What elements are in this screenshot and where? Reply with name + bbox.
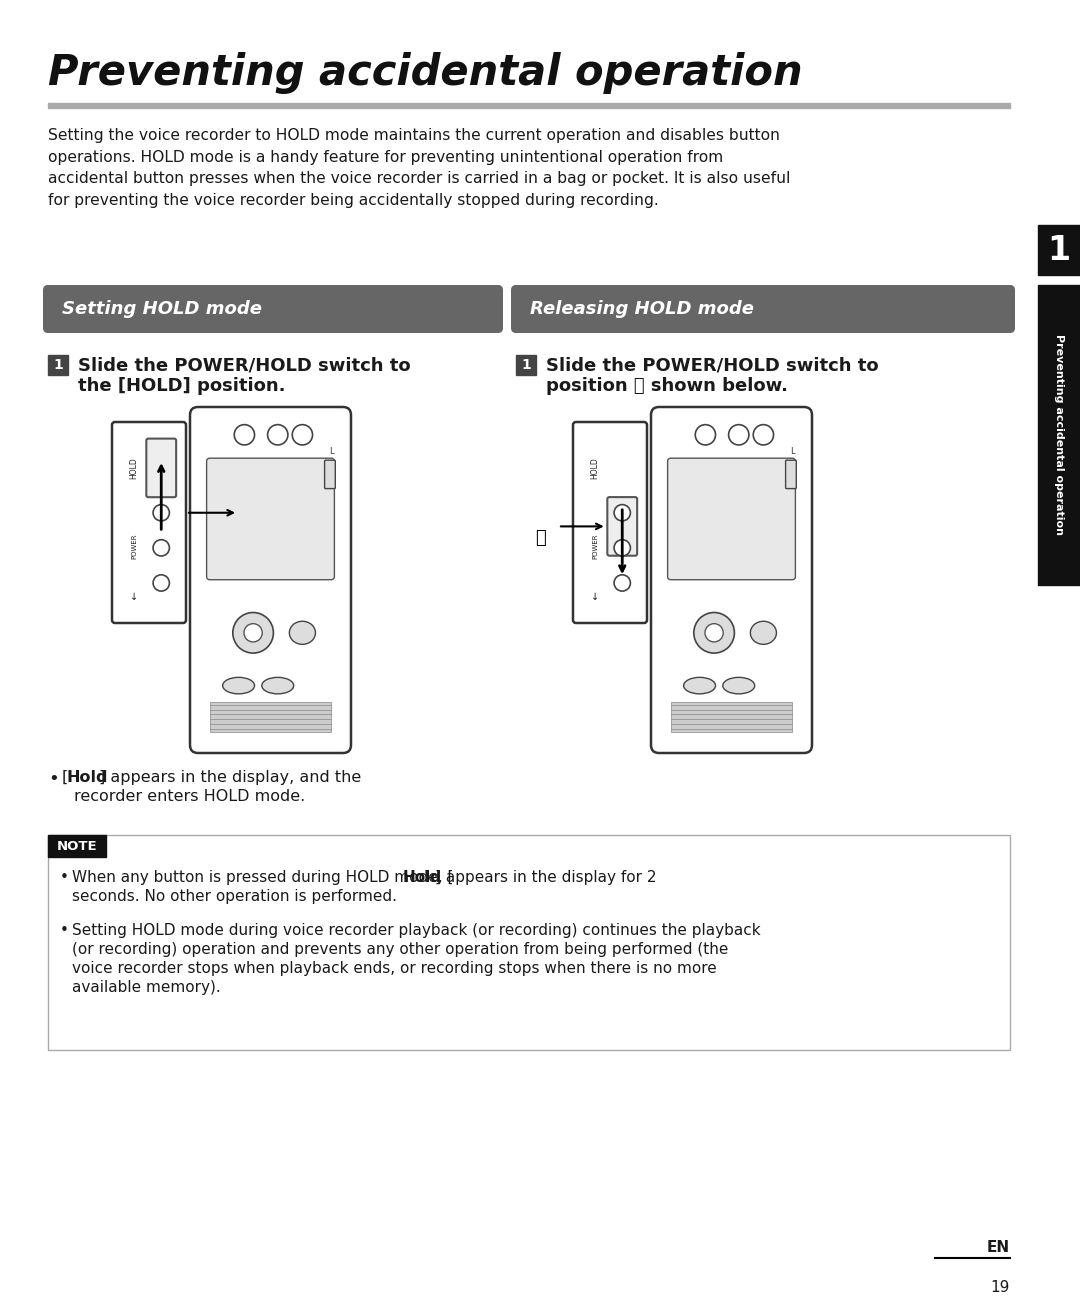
Text: HOLD: HOLD	[130, 457, 138, 478]
Ellipse shape	[261, 677, 294, 694]
FancyBboxPatch shape	[112, 422, 186, 624]
Ellipse shape	[684, 677, 716, 694]
Text: ] appears in the display, and the: ] appears in the display, and the	[99, 770, 361, 785]
Circle shape	[729, 424, 748, 445]
Text: position Ⓐ shown below.: position Ⓐ shown below.	[546, 377, 788, 396]
Circle shape	[615, 575, 631, 591]
Text: L: L	[329, 447, 334, 456]
Text: Ⓐ: Ⓐ	[536, 529, 546, 548]
FancyBboxPatch shape	[607, 496, 637, 555]
Bar	[48, 355, 68, 375]
Text: •: •	[60, 870, 69, 886]
Text: available memory).: available memory).	[72, 980, 220, 996]
Bar	[210, 702, 332, 732]
Text: Hold: Hold	[67, 770, 108, 785]
Text: HOLD: HOLD	[591, 457, 599, 478]
Text: voice recorder stops when playback ends, or recording stops when there is no mor: voice recorder stops when playback ends,…	[72, 962, 717, 976]
Text: seconds. No other operation is performed.: seconds. No other operation is performed…	[72, 889, 397, 904]
Bar	[48, 103, 1010, 107]
Text: NOTE: NOTE	[56, 840, 97, 853]
FancyBboxPatch shape	[43, 286, 503, 333]
FancyBboxPatch shape	[511, 286, 1015, 333]
Ellipse shape	[723, 677, 755, 694]
Text: When any button is pressed during HOLD mode, [: When any button is pressed during HOLD m…	[72, 870, 454, 886]
Circle shape	[753, 424, 773, 445]
Text: 1: 1	[53, 358, 63, 372]
Circle shape	[153, 504, 170, 521]
Bar	[1038, 225, 1080, 275]
Text: 1: 1	[1048, 233, 1070, 266]
Text: 1: 1	[522, 358, 531, 372]
FancyBboxPatch shape	[146, 439, 176, 498]
FancyBboxPatch shape	[325, 460, 335, 489]
Text: •: •	[48, 770, 58, 789]
Circle shape	[153, 540, 170, 555]
Ellipse shape	[289, 621, 315, 645]
Text: Slide the POWER/HOLD switch to: Slide the POWER/HOLD switch to	[546, 358, 879, 375]
Circle shape	[705, 624, 724, 642]
Text: (or recording) operation and prevents any other operation from being performed (: (or recording) operation and prevents an…	[72, 942, 728, 958]
Circle shape	[244, 624, 262, 642]
FancyBboxPatch shape	[651, 407, 812, 753]
Circle shape	[693, 613, 734, 654]
Circle shape	[615, 504, 631, 521]
Text: ] appears in the display for 2: ] appears in the display for 2	[435, 870, 657, 886]
Text: Setting HOLD mode: Setting HOLD mode	[62, 300, 262, 318]
Circle shape	[153, 575, 170, 591]
Bar	[1038, 286, 1080, 586]
FancyBboxPatch shape	[667, 458, 795, 580]
Circle shape	[615, 540, 631, 555]
Circle shape	[696, 424, 716, 445]
Text: Setting HOLD mode during voice recorder playback (or recording) continues the pl: Setting HOLD mode during voice recorder …	[72, 924, 760, 938]
FancyBboxPatch shape	[190, 407, 351, 753]
Text: POWER: POWER	[131, 533, 137, 558]
Text: Hold: Hold	[403, 870, 442, 886]
Text: Setting the voice recorder to HOLD mode maintains the current operation and disa: Setting the voice recorder to HOLD mode …	[48, 128, 791, 208]
FancyBboxPatch shape	[573, 422, 647, 624]
Text: EN: EN	[987, 1241, 1010, 1255]
Circle shape	[268, 424, 288, 445]
Bar	[48, 834, 1010, 1051]
Text: the [HOLD] position.: the [HOLD] position.	[78, 377, 285, 396]
Circle shape	[233, 613, 273, 654]
Text: L: L	[791, 447, 795, 456]
Bar	[516, 355, 536, 375]
Text: 19: 19	[990, 1280, 1010, 1296]
FancyBboxPatch shape	[785, 460, 796, 489]
Bar	[48, 834, 106, 857]
Text: •: •	[60, 924, 69, 938]
Circle shape	[234, 424, 255, 445]
Ellipse shape	[222, 677, 255, 694]
Ellipse shape	[751, 621, 777, 645]
Text: Preventing accidental operation: Preventing accidental operation	[48, 52, 802, 94]
Text: recorder enters HOLD mode.: recorder enters HOLD mode.	[75, 789, 306, 804]
Text: [: [	[62, 770, 68, 785]
Text: Slide the POWER/HOLD switch to: Slide the POWER/HOLD switch to	[78, 358, 410, 375]
Text: Releasing HOLD mode: Releasing HOLD mode	[530, 300, 754, 318]
FancyBboxPatch shape	[206, 458, 335, 580]
Text: ↓: ↓	[130, 592, 138, 601]
Bar	[671, 702, 793, 732]
Text: ↓: ↓	[591, 592, 599, 601]
Circle shape	[293, 424, 312, 445]
Text: Preventing accidental operation: Preventing accidental operation	[1054, 334, 1064, 536]
Text: POWER: POWER	[592, 533, 598, 558]
